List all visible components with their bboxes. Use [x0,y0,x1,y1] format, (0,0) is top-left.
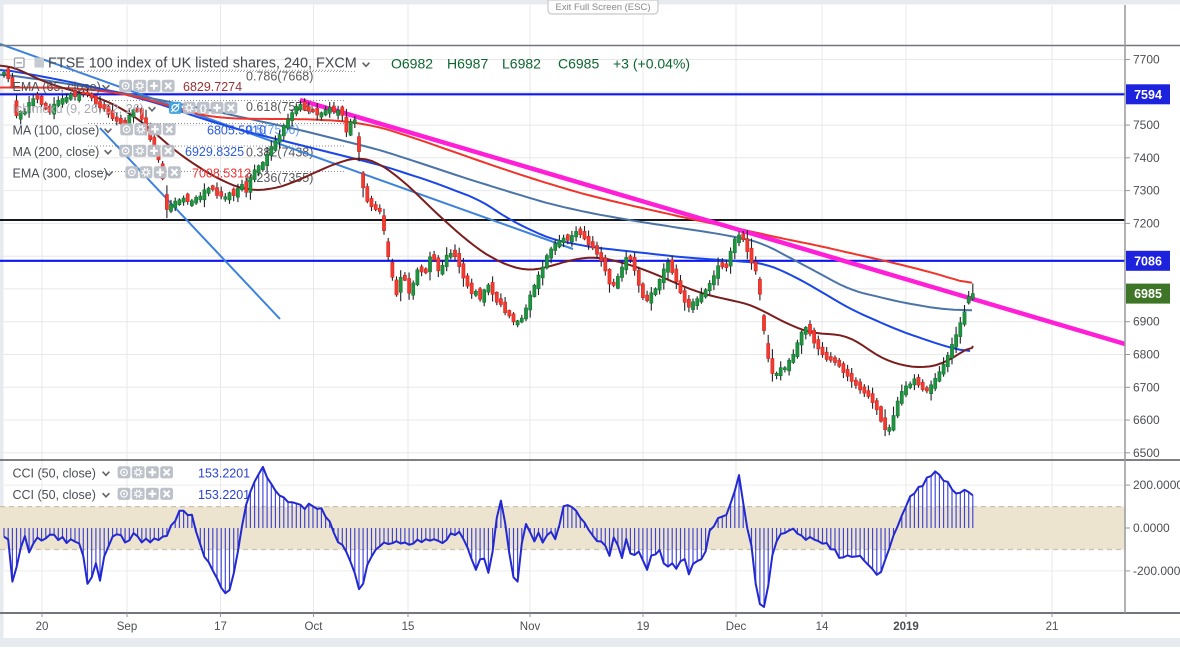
svg-text:6900: 6900 [1133,315,1160,329]
svg-text:6985: 6985 [1134,287,1162,301]
svg-text:7500: 7500 [1133,118,1160,132]
svg-text:21: 21 [1046,621,1059,633]
svg-text:Nov: Nov [520,621,541,633]
svg-text:15: 15 [402,621,415,633]
svg-text:L6982: L6982 [502,56,541,72]
svg-text:20: 20 [36,621,49,633]
svg-text:6500: 6500 [1133,446,1160,460]
svg-text:+3 (+0.04%): +3 (+0.04%) [613,56,690,72]
svg-text:7400: 7400 [1133,151,1160,165]
svg-text:7200: 7200 [1133,216,1160,230]
svg-text:Oct: Oct [305,621,324,633]
svg-text:200.0000: 200.0000 [1133,478,1180,492]
svg-text:MA (100, close): MA (100, close) [13,124,100,138]
svg-text:7008.5312: 7008.5312 [192,167,251,181]
svg-text:EMA (300, close): EMA (300, close) [13,167,108,181]
svg-text:19: 19 [637,621,650,633]
svg-text:0.786(7668): 0.786(7668) [246,70,313,84]
svg-text:FTSE 100 index of UK listed sh: FTSE 100 index of UK listed shares, 240,… [48,56,357,72]
svg-text:153.2201: 153.2201 [198,467,250,481]
svg-text:6805.5910: 6805.5910 [207,124,266,138]
svg-text:{}: {} [199,103,207,114]
svg-text:MA (200, close): MA (200, close) [13,145,100,159]
svg-text:H6987: H6987 [447,56,488,72]
svg-text:6829.7274: 6829.7274 [183,80,242,94]
svg-text:6600: 6600 [1133,413,1160,427]
svg-text:C6985: C6985 [558,56,599,72]
svg-text:7594: 7594 [1134,88,1162,102]
svg-text:2019: 2019 [893,621,919,633]
svg-text:153.2201: 153.2201 [198,488,250,502]
svg-text:CCI (50, close): CCI (50, close) [13,467,96,481]
svg-text:14: 14 [816,621,829,633]
svg-text:CCI (50, close): CCI (50, close) [13,488,96,502]
svg-text:7086: 7086 [1134,254,1162,268]
svg-text:7300: 7300 [1133,184,1160,198]
svg-text:Exit Full Screen (ESC): Exit Full Screen (ESC) [555,2,650,13]
svg-text:O6982: O6982 [391,56,433,72]
svg-text:0.0000: 0.0000 [1133,521,1170,535]
svg-text:0.382(7438): 0.382(7438) [246,145,313,159]
svg-text:6929.8325: 6929.8325 [185,145,244,159]
svg-text:7700: 7700 [1133,53,1160,67]
svg-text:Dec: Dec [726,621,747,633]
svg-text:Sep: Sep [117,621,137,633]
svg-text:EMA (65, close): EMA (65, close) [13,80,101,94]
svg-text:6800: 6800 [1133,348,1160,362]
svg-text:-200.0000: -200.0000 [1133,564,1180,578]
svg-text:17: 17 [214,621,227,633]
svg-text:Ichimoku (9, 26, 52, 26): Ichimoku (9, 26, 52, 26) [13,102,144,116]
svg-text:6700: 6700 [1133,380,1160,394]
